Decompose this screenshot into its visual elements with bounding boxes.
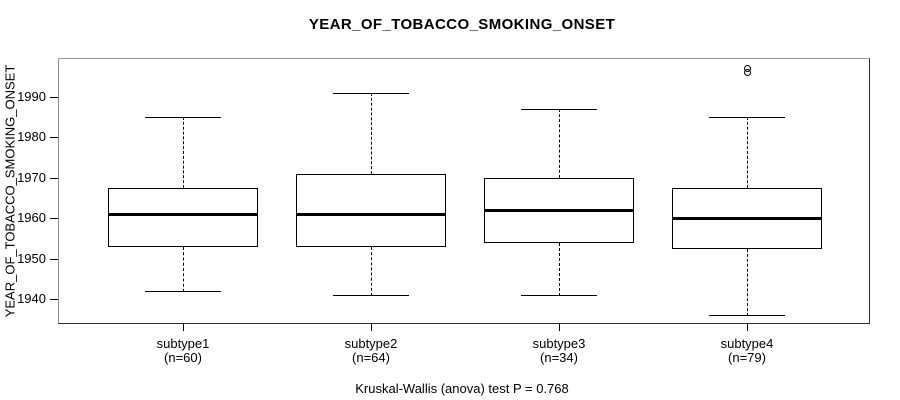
x-category-n: (n=60)	[164, 350, 202, 365]
y-tick-label: 1950	[17, 251, 46, 266]
y-tick-mark	[50, 259, 58, 260]
x-category-name: subtype2	[344, 336, 398, 351]
x-category-name: subtype1	[156, 336, 210, 351]
x-tick-mark	[183, 324, 184, 331]
upper-whisker-line	[183, 117, 184, 188]
x-category-n: (n=34)	[540, 350, 578, 365]
y-tick-label: 1960	[17, 210, 46, 225]
upper-whisker-cap	[521, 109, 597, 110]
lower-whisker-cap	[521, 295, 597, 296]
x-category-n: (n=64)	[352, 350, 390, 365]
x-category-name: subtype4	[720, 336, 774, 351]
upper-whisker-cap	[145, 117, 221, 118]
median-line	[296, 213, 446, 216]
x-category-label: subtype1 (n=60)	[89, 337, 277, 365]
y-tick-label: 1970	[17, 170, 46, 185]
x-tick-mark	[371, 324, 372, 331]
upper-whisker-line	[371, 93, 372, 174]
lower-whisker-cap	[145, 291, 221, 292]
median-line	[672, 217, 822, 220]
median-line	[108, 213, 258, 216]
x-category-label: subtype3 (n=34)	[465, 337, 653, 365]
lower-whisker-line	[183, 247, 184, 292]
y-tick-mark	[50, 137, 58, 138]
x-category-name: subtype3	[532, 336, 586, 351]
lower-whisker-cap	[709, 315, 785, 316]
stat-test-annotation: Kruskal-Wallis (anova) test P = 0.768	[355, 381, 569, 396]
y-tick-mark	[50, 299, 58, 300]
x-category-n: (n=79)	[728, 350, 766, 365]
y-tick-label: 1980	[17, 129, 46, 144]
x-category-label: subtype2 (n=64)	[277, 337, 465, 365]
upper-whisker-line	[559, 109, 560, 178]
x-tick-mark	[559, 324, 560, 331]
lower-whisker-cap	[333, 295, 409, 296]
y-tick-label: 1940	[17, 291, 46, 306]
lower-whisker-line	[371, 247, 372, 296]
upper-whisker-cap	[709, 117, 785, 118]
lower-whisker-line	[747, 249, 748, 316]
upper-whisker-cap	[333, 93, 409, 94]
y-tick-label: 1990	[17, 89, 46, 104]
x-category-label: subtype4 (n=79)	[653, 337, 841, 365]
iqr-box	[296, 174, 446, 247]
lower-whisker-line	[559, 243, 560, 296]
y-tick-mark	[50, 218, 58, 219]
median-line	[484, 209, 634, 212]
upper-whisker-line	[747, 117, 748, 188]
outlier-point	[744, 65, 751, 72]
y-tick-mark	[50, 178, 58, 179]
chart-title: YEAR_OF_TOBACCO_SMOKING_ONSET	[308, 16, 616, 33]
x-tick-mark	[747, 324, 748, 331]
y-tick-mark	[50, 97, 58, 98]
iqr-box	[108, 188, 258, 247]
